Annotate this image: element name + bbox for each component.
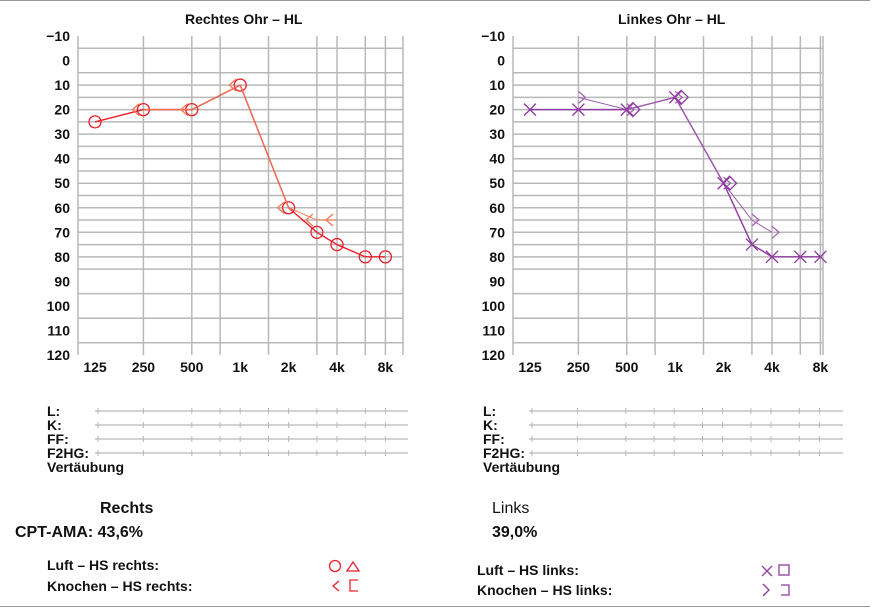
y-tick-label: 120 (482, 347, 506, 363)
y-tick-label: −10 (46, 28, 70, 44)
bone-point-left (304, 213, 314, 227)
y-tick-label: 0 (497, 53, 505, 69)
legend-square-icon (778, 564, 790, 576)
x-tick-label: 125 (518, 359, 542, 375)
masked-point-diamond (673, 89, 690, 106)
y-tick-label: 40 (489, 151, 505, 167)
legend-bracket-left-icon (349, 579, 358, 592)
right-chart-title: Rechtes Ohr – HL (185, 11, 303, 27)
y-tick-label: 0 (62, 53, 70, 69)
y-tick-label: 90 (489, 273, 505, 289)
x-tick-label: 500 (615, 359, 639, 375)
x-tick-label: 1k (667, 359, 683, 375)
x-tick-label: 2k (281, 359, 297, 375)
air-point-cross (523, 103, 537, 117)
air-point-circle (310, 225, 324, 239)
x-tick-label: 125 (83, 359, 107, 375)
y-tick-label: 30 (489, 126, 505, 142)
y-tick-label: −10 (481, 28, 505, 44)
row-label: Vertäubung (483, 459, 560, 475)
y-tick-label: 110 (482, 322, 505, 338)
left-bone-legend-label: Knochen – HS links: (477, 582, 613, 598)
bone-point-left (325, 213, 334, 227)
legend-bone-right-icon (762, 583, 770, 597)
air-point-circle (358, 250, 372, 264)
y-tick-label: 10 (54, 77, 70, 93)
row-label: K: (47, 417, 62, 433)
row-label: Vertäubung (47, 459, 124, 475)
x-tick-label: 250 (132, 359, 156, 375)
y-tick-label: 40 (54, 151, 70, 167)
y-tick-label: 70 (489, 224, 505, 240)
x-tick-label: 500 (180, 359, 204, 375)
left-heading: Links (492, 500, 530, 517)
y-tick-label: 90 (54, 273, 70, 289)
legend-circle-icon (328, 559, 342, 573)
bone-conduction-line (143, 84, 337, 221)
bone-point-left (131, 103, 140, 117)
air-point-circle (330, 237, 344, 252)
bone-point-left (179, 103, 189, 117)
y-tick-label: 20 (54, 102, 70, 118)
legend-triangle-icon (345, 560, 361, 572)
row-label: F2HG: (47, 445, 89, 461)
air-point-cross (571, 103, 585, 117)
row-label: FF: (483, 431, 505, 447)
air-point-circle (378, 250, 393, 264)
bone-point-left (228, 78, 237, 92)
y-tick-label: 100 (482, 298, 506, 314)
y-tick-label: 60 (489, 200, 505, 216)
y-tick-label: 100 (47, 298, 71, 314)
left-air-legend-label: Luft – HS links: (477, 562, 579, 578)
air-point-circle (281, 201, 296, 215)
y-tick-label: 70 (54, 224, 70, 240)
air-point-cross (793, 250, 807, 264)
row-label: L: (47, 403, 60, 419)
masked-point-diamond (721, 175, 738, 192)
right-air-legend-label: Luft – HS rechts: (47, 557, 160, 573)
bone-conduction-line (578, 96, 773, 233)
air-point-circle (88, 115, 102, 129)
y-tick-label: 50 (489, 175, 505, 191)
x-tick-label: 2k (716, 359, 732, 375)
air-point-cross (745, 238, 759, 252)
bone-point-right (577, 90, 587, 104)
row-label: FF: (47, 431, 69, 447)
y-tick-label: 80 (54, 249, 70, 265)
left-chart-title: Linkes Ohr – HL (618, 11, 726, 27)
row-label: F2HG: (483, 445, 525, 461)
x-tick-label: 8k (813, 359, 829, 375)
y-tick-label: 30 (54, 126, 70, 142)
x-tick-label: 4k (329, 359, 345, 375)
legend-bone-left-icon (331, 580, 340, 592)
y-tick-label: 80 (489, 249, 505, 265)
y-tick-label: 60 (54, 200, 70, 216)
legend-cross-icon (761, 565, 773, 577)
bone-point-right (751, 213, 760, 227)
air-point-circle (233, 78, 247, 92)
air-point-cross (765, 250, 779, 264)
right-cpt-ama: CPT-AMA: 43,6% (15, 524, 144, 541)
x-tick-label: 8k (378, 359, 394, 375)
row-label: L: (483, 403, 496, 419)
y-tick-label: 110 (47, 322, 70, 338)
right-bone-legend-label: Knochen – HS rechts: (47, 578, 193, 594)
row-label: K: (483, 417, 498, 433)
y-tick-label: 50 (54, 175, 70, 191)
air-point-cross (813, 250, 827, 264)
x-tick-label: 1k (232, 359, 248, 375)
y-tick-label: 20 (489, 102, 505, 118)
y-tick-label: 120 (47, 347, 71, 363)
x-tick-label: 250 (567, 359, 591, 375)
y-tick-label: 10 (489, 77, 505, 93)
right-heading: Rechts (100, 500, 154, 517)
bone-point-left (276, 201, 286, 215)
legend-bracket-right-icon (781, 584, 790, 596)
bone-point-right (771, 225, 780, 239)
x-tick-label: 4k (764, 359, 780, 375)
masked-point-diamond (624, 101, 641, 118)
left-cpt-value: 39,0% (492, 524, 538, 541)
